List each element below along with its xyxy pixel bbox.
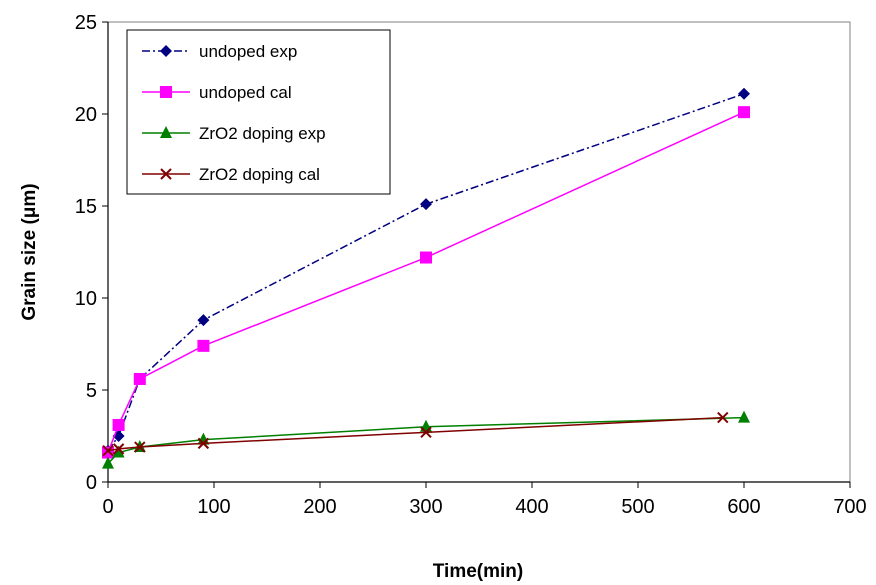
series-layer: [102, 87, 750, 469]
legend-swatch-marker: [160, 126, 172, 138]
legend-swatch-marker: [160, 45, 172, 57]
data-point: [112, 445, 125, 458]
data-point: [102, 445, 114, 457]
data-point: [133, 372, 146, 385]
data-point: [420, 251, 432, 264]
x-tick-label: 700: [833, 496, 866, 518]
data-point: [420, 198, 432, 211]
x-tick-label: 100: [197, 496, 230, 518]
legend-item: ZrO2 doping exp: [142, 124, 326, 143]
data-point: [112, 418, 125, 431]
data-point: [738, 87, 750, 100]
legend-label: ZrO2 doping cal: [199, 165, 320, 184]
legend-label: undoped cal: [199, 83, 292, 102]
legend-swatch-marker: [160, 168, 172, 180]
y-tick-label: 0: [86, 472, 97, 494]
y-tick-label: 5: [86, 380, 97, 402]
series-line: [107, 416, 723, 452]
data-point: [717, 411, 729, 424]
legend-label: ZrO2 doping exp: [199, 124, 326, 143]
data-point: [102, 456, 114, 469]
y-axis-title: Grain size (μm): [19, 183, 40, 320]
data-point: [112, 443, 125, 455]
x-axis-title: Time(min): [433, 561, 523, 582]
x-tick-label: 300: [409, 496, 442, 518]
data-point: [738, 106, 750, 119]
data-point: [197, 339, 210, 352]
data-point: [420, 426, 432, 439]
legend-item: undoped exp: [142, 42, 297, 61]
y-tick-label: 25: [75, 12, 97, 34]
legend-box: [126, 29, 391, 195]
legend-label: undoped exp: [199, 42, 297, 61]
x-tick-label: 500: [621, 496, 654, 518]
y-axis-ticks: 0 5 10 15 20 25: [75, 12, 108, 494]
y-tick-label: 20: [75, 104, 97, 126]
series-zro2-doping-cal: [102, 411, 729, 457]
legend-item: ZrO2 doping cal: [142, 165, 320, 184]
x-tick-label: 0: [102, 496, 113, 518]
series-undoped-cal: [102, 106, 750, 459]
legend-item: undoped cal: [142, 83, 292, 102]
data-point: [134, 441, 146, 453]
legend-swatch-marker: [160, 86, 172, 98]
data-point: [197, 314, 210, 327]
data-point: [197, 437, 210, 450]
y-tick-label: 10: [75, 288, 97, 310]
x-tick-label: 600: [727, 496, 760, 518]
data-point: [738, 410, 750, 423]
x-axis-ticks: 0 100 200 300 400 500 600 700: [102, 482, 867, 518]
legend: undoped exp undoped cal ZrO2 doping exp ZrO…: [126, 29, 391, 195]
x-tick-label: 200: [303, 496, 336, 518]
y-tick-label: 15: [75, 196, 97, 218]
x-tick-label: 400: [515, 496, 548, 518]
